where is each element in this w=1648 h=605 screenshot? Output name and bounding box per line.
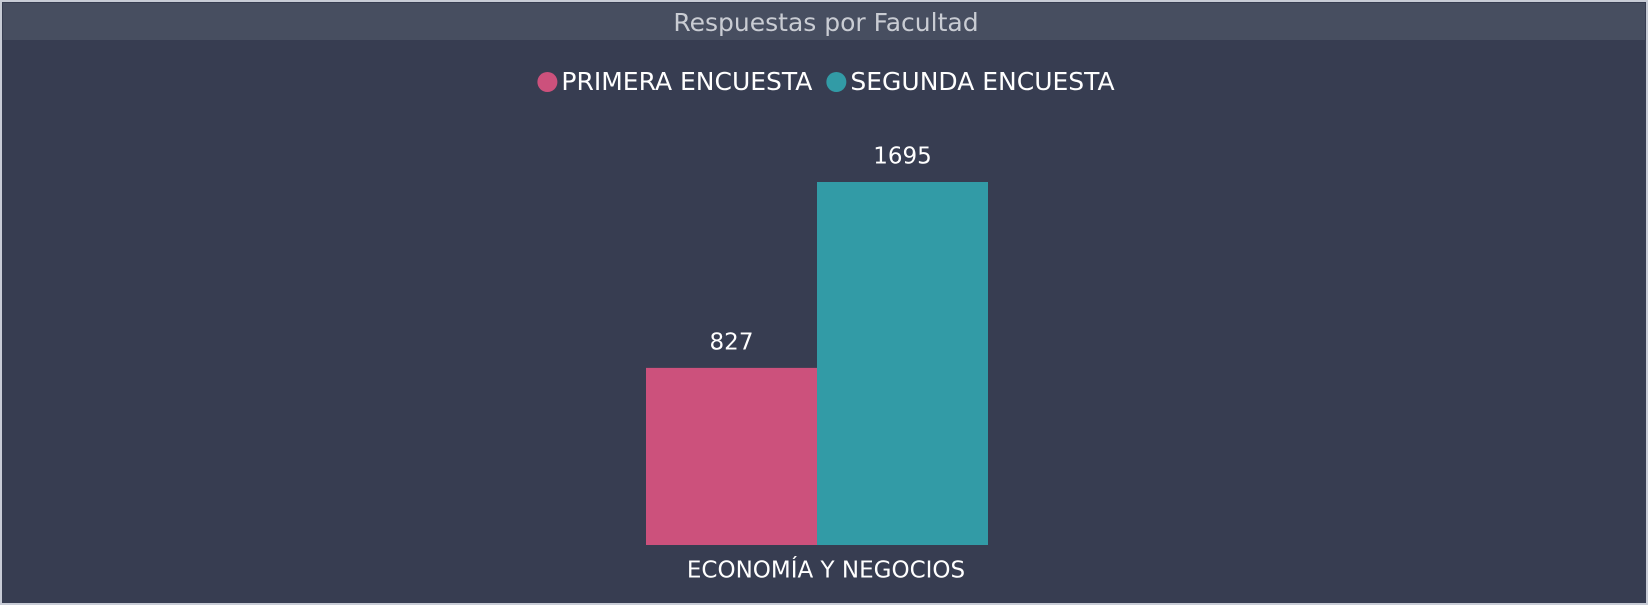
legend-label: SEGUNDA ENCUESTA (850, 67, 1114, 96)
data-label: 1695 (873, 144, 932, 170)
data-label: 827 (710, 329, 754, 355)
title-bar (3, 3, 1645, 40)
legend-marker (537, 72, 558, 92)
chart-title: Respuestas por Facultad (673, 8, 978, 37)
legend: PRIMERA ENCUESTA SEGUNDA ENCUESTA (537, 67, 1115, 96)
legend-label: PRIMERA ENCUESTA (561, 67, 812, 96)
bar (646, 367, 817, 545)
x-tick-label: ECONOMÍA Y NEGOCIOS (687, 556, 965, 584)
legend-marker (826, 72, 847, 92)
bar (817, 182, 988, 545)
